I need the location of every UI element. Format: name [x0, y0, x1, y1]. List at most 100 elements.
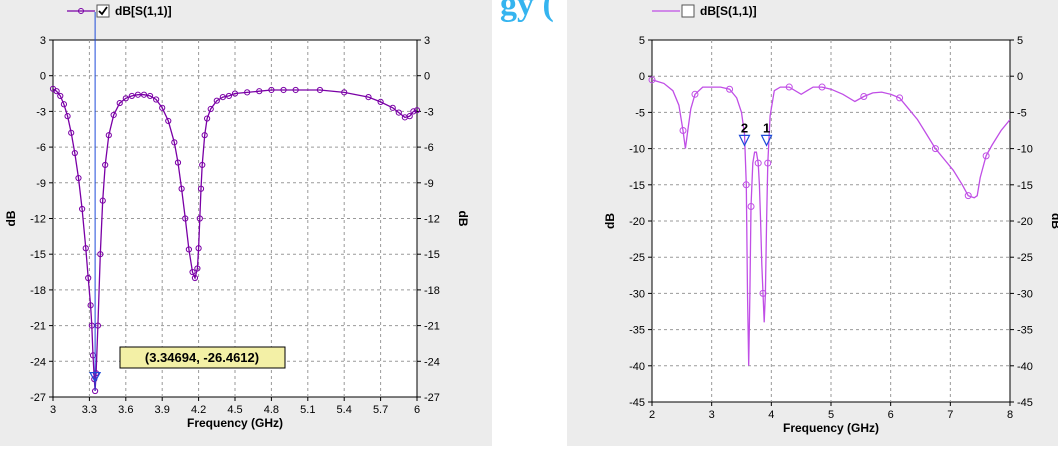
y-tick-label-right: -21: [424, 321, 440, 333]
y-tick-label-left: -45: [629, 397, 645, 409]
series-line: [652, 79, 1010, 366]
data-point: [191, 274, 199, 282]
data-point: [82, 245, 89, 252]
checkbox-box[interactable]: [681, 4, 695, 18]
data-point: [159, 104, 166, 111]
data-point: [231, 90, 239, 97]
data-point: [747, 203, 755, 211]
legend: dB[S(1,1)]: [652, 4, 757, 18]
x-axis-label: Frequency (GHz): [783, 421, 879, 435]
y-tick-label-left: -6: [36, 142, 46, 154]
data-point: [860, 92, 868, 100]
x-tick-label: 3: [709, 409, 715, 421]
marker-2[interactable]: 2: [738, 120, 751, 147]
data-point: [377, 98, 384, 105]
data-point: [244, 89, 251, 96]
data-point: [896, 94, 904, 102]
y-tick-label-right: -25: [1017, 252, 1033, 264]
s11-chart-left: 3 3.3 3.6 3.9 4.2 4.5 4.8 5.1 5.4 5.7 6 3 3 0 0 -3 -3 -6 -…: [0, 0, 492, 446]
checkbox-box[interactable]: [96, 4, 110, 18]
data-point: [389, 104, 396, 111]
y-tick-label-right: -35: [1017, 325, 1033, 337]
y-tick-label-left: -35: [629, 325, 645, 337]
marker-label: 1: [763, 120, 770, 135]
y-tick-label-right: -20: [1017, 216, 1033, 228]
marker-label: 2: [741, 120, 748, 135]
y-tick-label-right: -18: [424, 285, 440, 297]
data-point: [75, 174, 82, 182]
data-point: [268, 86, 275, 94]
y-axis-label-right: dB: [456, 211, 470, 227]
y-tick-label-left: -30: [629, 288, 645, 300]
x-tick-label: 8: [1007, 409, 1013, 421]
y-tick-label-left: -15: [30, 249, 46, 261]
data-point: [64, 113, 71, 120]
y-tick-label-left: -18: [30, 285, 46, 297]
x-tick-label: 2: [649, 409, 655, 421]
y-tick-label-right: 3: [424, 35, 430, 47]
data-point: [341, 89, 348, 96]
data-point: [679, 127, 687, 134]
x-tick-label: 4.8: [264, 404, 279, 416]
y-tick-label-left: 0: [40, 71, 46, 83]
data-point: [122, 95, 129, 102]
data-point: [189, 268, 196, 276]
data-point: [964, 192, 972, 200]
y-tick-label-left: -9: [36, 178, 46, 190]
legend: dB[S(1,1)]: [67, 4, 172, 18]
data-point: [85, 274, 92, 282]
y-tick-label-left: -27: [30, 392, 46, 404]
x-tick-label: 4.5: [227, 404, 242, 416]
data-point: [134, 91, 142, 98]
y-tick-label-right: -9: [424, 178, 434, 190]
data-point: [726, 85, 734, 93]
y-tick-label-left: 3: [40, 35, 46, 47]
marker-triangle-icon[interactable]: [89, 371, 102, 383]
y-tick-label-right: -30: [1017, 288, 1033, 300]
data-point: [165, 117, 172, 125]
marker-1[interactable]: 1: [760, 120, 773, 147]
x-tick-label: 5.7: [373, 404, 388, 416]
data-point: [256, 88, 263, 95]
annotation-text: (3.34694, -26.4612): [145, 350, 259, 365]
marker-triangle-icon[interactable]: [760, 134, 773, 147]
y-tick-label-left: 0: [639, 71, 645, 83]
data-point: [406, 113, 413, 120]
y-tick-label-right: 0: [424, 71, 430, 83]
data-point: [219, 94, 226, 101]
y-tick-label-left: -40: [629, 361, 645, 373]
y-tick-label-left: 5: [639, 35, 645, 47]
legend-checkbox[interactable]: [681, 4, 695, 18]
data-point: [92, 370, 100, 377]
x-tick-label: 5.4: [337, 404, 352, 416]
legend-checkbox[interactable]: [96, 4, 110, 18]
y-axis-label-left: dB: [603, 213, 617, 229]
x-tick-label: 3.9: [155, 404, 170, 416]
data-point: [87, 302, 94, 309]
data-point: [195, 245, 202, 252]
data-point: [201, 132, 208, 139]
data-point: [196, 215, 203, 222]
x-tick-label: 5: [828, 409, 834, 421]
data-point: [410, 108, 417, 115]
left-chart-panel: 3 3.3 3.6 3.9 4.2 4.5 4.8 5.1 5.4 5.7 6 3 3 0 0 -3 -3 -6 -…: [0, 0, 492, 446]
data-point: [648, 76, 656, 84]
y-tick-label-left: -3: [36, 106, 46, 118]
y-tick-label-left: -5: [635, 107, 645, 119]
y-tick-label-left: -20: [629, 216, 645, 228]
data-point: [140, 91, 148, 98]
x-tick-label: 6: [414, 404, 420, 416]
data-point: [759, 289, 767, 297]
y-tick-label-left: -10: [629, 144, 645, 156]
y-tick-label-right: -40: [1017, 361, 1033, 373]
y-tick-label-left: -21: [30, 321, 46, 333]
marker-triangle-icon[interactable]: [738, 134, 751, 147]
y-tick-label-left: -12: [30, 214, 46, 226]
data-point: [102, 161, 109, 169]
x-tick-label: 5.1: [300, 404, 315, 416]
stray-heading-fragment: gy (: [500, 0, 554, 23]
y-tick-label-right: 5: [1017, 35, 1023, 47]
data-point: [199, 161, 206, 169]
data-point: [178, 185, 185, 192]
data-point: [225, 92, 233, 100]
